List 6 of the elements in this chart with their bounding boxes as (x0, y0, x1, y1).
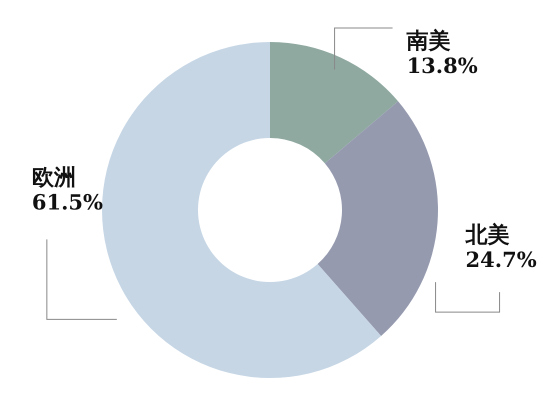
data-label: 13.8% (406, 53, 478, 78)
slice-label: 北美 (464, 222, 510, 248)
data-label: 24.7% (466, 247, 537, 272)
slice-label: 南美 (406, 28, 451, 54)
slice-label: 欧洲 (32, 164, 76, 190)
data-label: 61.5% (32, 189, 103, 214)
